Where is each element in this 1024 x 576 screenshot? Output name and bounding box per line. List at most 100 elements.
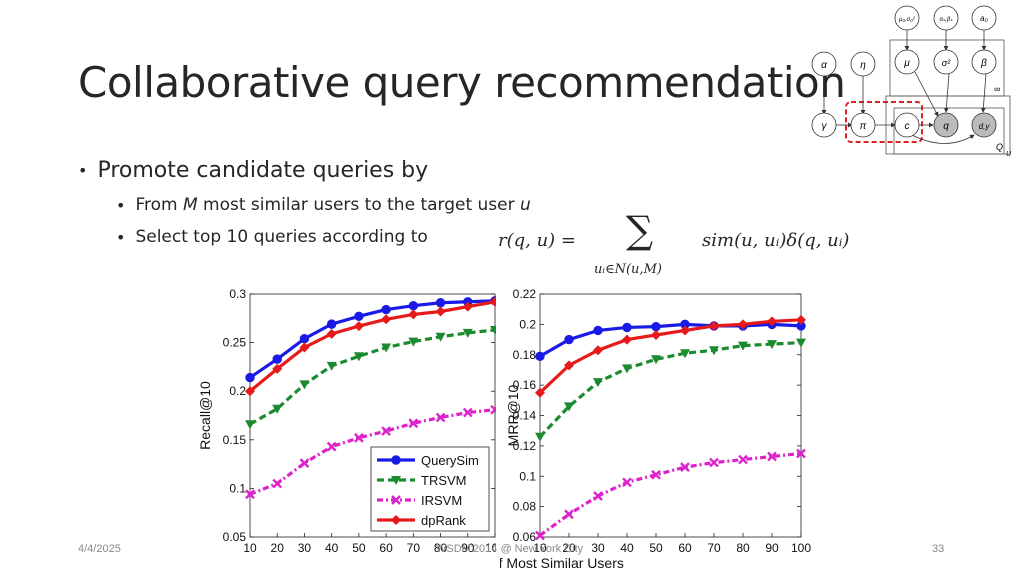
data-point-trsvm [353,352,364,362]
data-point-irsvm [651,469,661,480]
bullet-sub-1-text: From M most similar users to the target … [135,195,531,215]
data-point-trsvm [622,364,632,374]
node-ab: αₛ,βₛ [933,5,959,31]
plate-label-u: U [1006,151,1012,158]
data-point-querysim [272,354,282,364]
plate-query [893,107,1005,155]
data-point-dprank [326,328,337,339]
legend-label: dpRank [421,513,466,528]
svg-text:β: β [980,58,987,69]
footer-center: WSDM'2014 @ New York City [436,543,584,555]
y-tick-label: 0.2 [229,384,246,398]
legend-marker [391,455,401,465]
formula-sum: ∑ [626,208,654,252]
data-point-irsvm [272,478,283,489]
x-tick-label: 100 [791,541,811,555]
bullet-main: • Promote candidate queries by [78,158,531,183]
data-point-querysim [435,298,446,308]
svg-text:η: η [860,60,866,71]
data-point-trsvm [767,340,777,350]
series-line-trsvm [249,328,496,426]
x-tick-label: 70 [407,541,421,555]
legend-label: QuerySim [421,453,479,468]
mrr-chart: 0.06 0.08 0.1 0.12 0.14 0.16 0.18 0.2 0.22 10 20 30… [500,287,811,571]
y-axis-label: Recall@10 [197,381,213,450]
data-point-dprank [680,325,690,336]
data-point-dprank [490,296,496,307]
slide-title: Collaborative query recommendation [78,58,846,107]
data-point-trsvm [738,341,748,351]
y-tick-label: 0.1 [519,469,536,483]
data-point-trsvm [462,328,473,338]
data-point-irsvm [767,451,777,462]
x-tick-label: 20 [271,541,285,555]
data-point-irsvm [381,426,391,436]
bullet-sub-2: • Select top 10 queries according to [116,227,531,247]
legend-label: IRSVM [421,493,462,508]
data-point-dprank [593,345,603,356]
y-tick-label: 0.12 [513,439,537,453]
data-point-irsvm [408,418,419,429]
bullet-list: • Promote candidate queries by • From M … [78,158,531,247]
svg-text:c: c [905,121,910,132]
y-tick-label: 0.14 [513,409,537,423]
series-line-irsvm [249,408,496,496]
svg-text:π: π [860,121,867,132]
x-tick-label: 60 [678,541,692,555]
data-point-trsvm [381,343,392,353]
svg-text:a₀: a₀ [980,14,988,23]
node-sigma: σ² [933,49,959,75]
data-point-querysim [408,300,419,311]
data-point-dprank [299,342,310,353]
data-point-irsvm [738,454,748,465]
data-point-dprank [272,363,283,374]
x-tick-label: 20 [562,541,576,555]
footer-page-number: 33 [932,543,945,555]
legend-marker [391,515,401,525]
data-point-dprank [462,301,473,312]
y-tick-label: 0.15 [223,433,247,447]
node-beta: β [971,49,997,75]
data-point-irsvm [622,477,632,488]
svg-text:d,y: d,y [979,122,991,131]
x-tick-label: 80 [434,541,448,555]
y-tick-label: 0.18 [513,348,537,362]
bullet-dot-icon: • [78,161,88,180]
x-tick-label: 50 [649,541,663,555]
series-line-querysim [249,299,496,379]
x-tick-label: 30 [591,541,605,555]
node-gamma: γ [811,112,837,138]
node-a0: a₀ [971,5,997,31]
y-tick-label: 0.2 [519,317,536,331]
data-point-dprank [738,319,748,330]
dp-highlight-box [845,101,923,143]
formula-lhs: r(q, u) = [498,230,577,251]
svg-text:γ: γ [822,121,828,132]
svg-text:μ: μ [903,58,910,69]
data-point-querysim [535,351,545,361]
x-tick-label: 40 [325,541,339,555]
footer-date: 4/4/2025 [78,543,121,555]
series-line-dprank [538,318,802,394]
plate-label-q: Q [996,142,1003,152]
data-point-irsvm [535,530,545,541]
data-point-dprank [767,316,777,327]
data-point-irsvm [326,441,337,452]
legend-marker [391,495,401,505]
data-point-dprank [535,387,545,398]
data-point-dprank [408,309,419,320]
node-mu0: μ₀,σ₀² [894,5,920,31]
x-tick-label: 60 [379,541,393,555]
x-tick-label: 100 [485,541,496,555]
series-line-trsvm [538,341,802,438]
data-point-trsvm [709,346,719,356]
data-point-trsvm [408,337,419,347]
node-mu: μ [894,49,920,75]
data-point-irsvm [564,509,574,520]
data-point-dprank [564,360,574,371]
series-line-dprank [248,300,496,393]
node-eta: η [850,51,876,77]
data-point-trsvm [796,338,806,348]
svg-text:μ₀,σ₀²: μ₀,σ₀² [898,17,916,23]
data-point-trsvm [299,380,310,390]
